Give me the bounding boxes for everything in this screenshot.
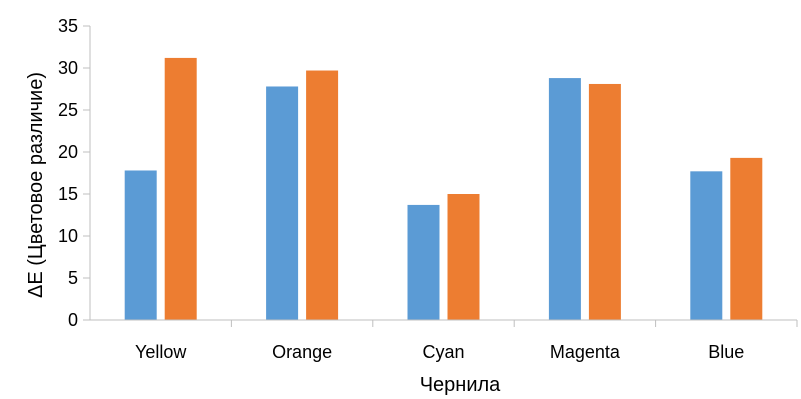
bar (407, 204, 440, 320)
y-tick-label: 25 (58, 100, 78, 120)
x-tick-label: Cyan (422, 342, 464, 362)
x-axis: Yellow Orange Cyan Magenta Blue (90, 319, 798, 362)
bar (124, 170, 157, 320)
x-tick-label: Blue (708, 342, 744, 362)
bar (730, 157, 763, 320)
bar (306, 70, 339, 321)
x-tick-label: Magenta (550, 342, 621, 362)
x-tick-label: Orange (272, 342, 332, 362)
bars (124, 57, 763, 321)
y-tick-label: 20 (58, 142, 78, 162)
x-tick-label: Yellow (135, 342, 187, 362)
y-tick-label: 15 (58, 184, 78, 204)
y-tick-label: 10 (58, 226, 78, 246)
x-axis-title: Чернила (420, 374, 501, 396)
y-axis: 0 5 10 15 20 25 30 35 (58, 16, 91, 330)
y-axis-title: ΔE (Цветовое различие) (25, 72, 47, 298)
bar (447, 194, 480, 320)
y-tick-label: 5 (68, 268, 78, 288)
bar (690, 171, 723, 320)
bar (548, 78, 581, 320)
y-tick-label: 35 (58, 16, 78, 36)
y-tick-label: 30 (58, 58, 78, 78)
bar (164, 57, 197, 321)
bar (266, 86, 299, 320)
bar (588, 83, 621, 321)
y-tick-label: 0 (68, 310, 78, 330)
